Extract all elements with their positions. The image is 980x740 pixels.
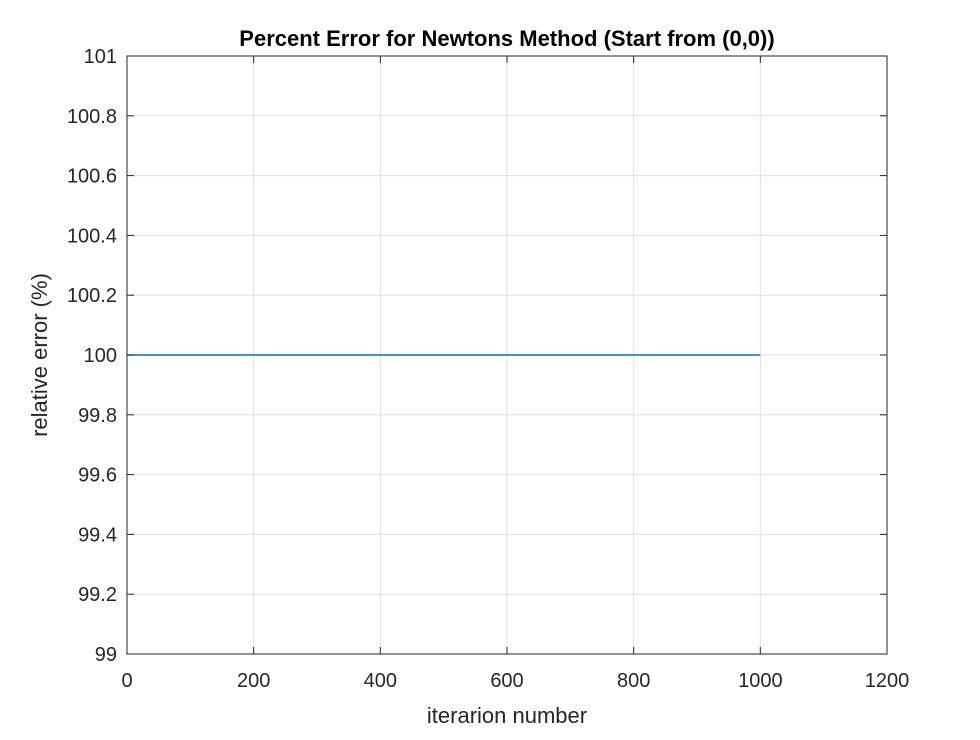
chart-title: Percent Error for Newtons Method (Start … [239,26,774,51]
x-tick-label: 400 [364,670,397,692]
x-tick-label: 0 [121,670,132,692]
y-tick-label: 99 [95,644,117,666]
y-tick-labels: 99 99.2 99.4 99.6 99.8 100 100.2 100.4 100.6 100.… [67,46,117,666]
axis-ticks [126,55,888,655]
y-tick-label: 100.8 [67,106,117,128]
y-axis-title: relative error (%) [27,273,52,437]
y-tick-label: 99.2 [78,584,117,606]
x-tick-label: 800 [617,670,650,692]
x-tick-label: 200 [237,670,270,692]
y-tick-label: 100.6 [67,166,117,188]
x-tick-label: 1000 [738,670,783,692]
x-tick-label: 1200 [865,670,910,692]
y-tick-label: 100 [84,345,117,367]
y-tick-label: 99.6 [78,465,117,487]
y-tick-label: 100.4 [67,225,117,247]
x-tick-label: 600 [490,670,523,692]
y-tick-label: 101 [84,46,117,68]
x-axis-title: iterarion number [427,703,587,728]
x-tick-labels: 0 200 400 600 800 1000 1200 [121,670,909,692]
y-tick-label: 100.2 [67,285,117,307]
y-tick-label: 99.4 [78,524,117,546]
y-tick-label: 99.8 [78,405,117,427]
